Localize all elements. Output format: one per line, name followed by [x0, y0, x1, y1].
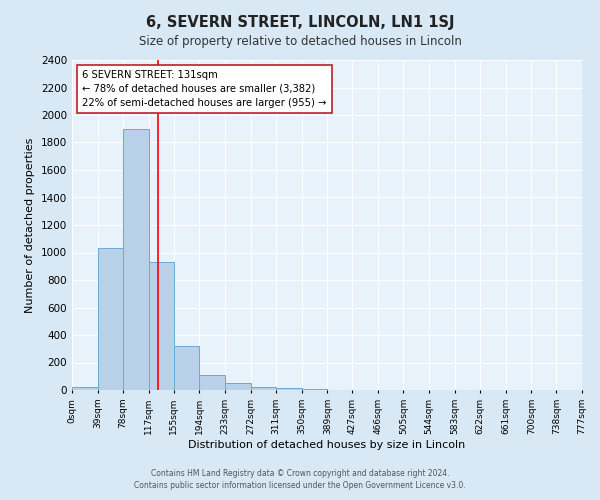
Text: 6, SEVERN STREET, LINCOLN, LN1 1SJ: 6, SEVERN STREET, LINCOLN, LN1 1SJ — [146, 15, 454, 30]
Bar — [98, 248, 123, 390]
Bar — [276, 388, 302, 390]
Bar — [123, 128, 149, 390]
Bar — [302, 388, 328, 390]
Bar — [251, 386, 276, 390]
Text: 6 SEVERN STREET: 131sqm
← 78% of detached houses are smaller (3,382)
22% of semi: 6 SEVERN STREET: 131sqm ← 78% of detache… — [82, 70, 326, 108]
Bar — [199, 375, 225, 390]
Y-axis label: Number of detached properties: Number of detached properties — [25, 138, 35, 312]
Bar — [72, 387, 98, 390]
X-axis label: Distribution of detached houses by size in Lincoln: Distribution of detached houses by size … — [188, 440, 466, 450]
Bar — [225, 383, 251, 390]
Bar — [149, 262, 174, 390]
Text: Contains HM Land Registry data © Crown copyright and database right 2024.
Contai: Contains HM Land Registry data © Crown c… — [134, 468, 466, 490]
Text: Size of property relative to detached houses in Lincoln: Size of property relative to detached ho… — [139, 35, 461, 48]
Bar — [174, 346, 199, 390]
